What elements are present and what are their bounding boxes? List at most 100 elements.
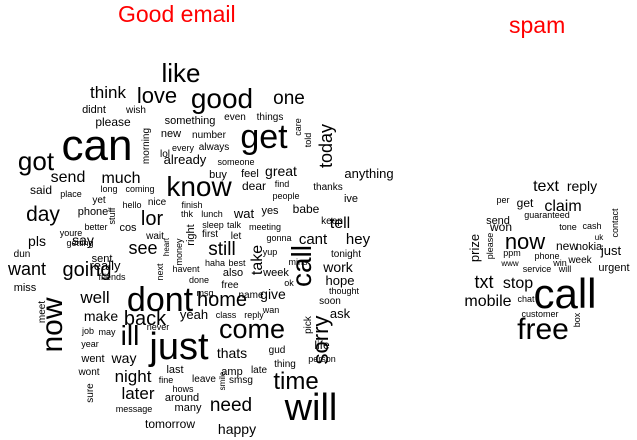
word-know: know xyxy=(166,171,232,202)
word-every: every xyxy=(172,143,195,153)
word-hello: hello xyxy=(122,200,141,210)
good-email-title: Good email xyxy=(118,1,236,27)
word-first: first xyxy=(202,229,218,240)
word-sleep: sleep xyxy=(202,220,224,230)
word-pick: pick xyxy=(303,315,314,334)
word-later: later xyxy=(121,384,154,403)
word-really: really xyxy=(89,258,121,273)
spam-word-free: free xyxy=(517,313,569,346)
spam-word-prize: prize xyxy=(467,234,482,262)
word-yes: yes xyxy=(261,205,279,217)
word-work: work xyxy=(322,259,354,275)
word-make: make xyxy=(84,308,118,324)
word-see: see xyxy=(128,238,157,258)
word-babe: babe xyxy=(293,202,320,216)
word-place: place xyxy=(60,189,82,199)
spam-word-mobile: mobile xyxy=(464,293,511,310)
spam-word-win: win xyxy=(552,258,567,268)
word-back: back xyxy=(124,308,167,330)
word-many: many xyxy=(175,402,202,414)
word-get: get xyxy=(240,118,288,156)
word-lol: lol xyxy=(160,149,170,160)
word-wont: wont xyxy=(77,367,99,378)
word-name: name xyxy=(238,290,263,301)
word-week: week xyxy=(262,267,289,279)
word-sent: sent xyxy=(92,253,113,265)
word-already: already xyxy=(164,152,207,167)
word-last: last xyxy=(166,364,183,376)
word-send: send xyxy=(51,169,86,186)
word-around: around xyxy=(165,392,199,404)
word-nice: nice xyxy=(148,197,167,208)
word-people: people xyxy=(272,191,299,201)
word-got: got xyxy=(18,146,55,176)
word-talk: talk xyxy=(227,220,242,230)
word-even: even xyxy=(224,112,246,123)
word-thing: thing xyxy=(274,359,296,370)
word-want: want xyxy=(7,259,46,279)
word-better: better xyxy=(84,222,107,232)
spam-word-uk: uk xyxy=(595,233,604,242)
word-much: much xyxy=(101,170,140,187)
word-reply: reply xyxy=(244,310,264,320)
word-may: may xyxy=(98,327,116,337)
spam-word-will: will xyxy=(558,264,572,274)
word-best: best xyxy=(228,258,246,268)
spam-word-www: www xyxy=(500,259,519,268)
word-getting: getting xyxy=(66,238,93,248)
word-think: think xyxy=(90,83,126,102)
word-also: also xyxy=(223,267,243,279)
word-said: said xyxy=(30,183,52,197)
word-miss: miss xyxy=(14,282,37,294)
word-love: love xyxy=(137,83,177,108)
word-soon: soon xyxy=(319,296,341,307)
word-let: let xyxy=(231,231,242,242)
word-life: life xyxy=(314,338,330,352)
good-email-word-cloud: get can will just dont know call now goo… xyxy=(7,58,394,437)
word-thk: thk xyxy=(181,209,194,219)
word-find: find xyxy=(275,179,290,189)
spam-word-call: call xyxy=(533,270,596,317)
spam-word-ppm: ppm xyxy=(503,248,521,258)
spam-word-customer: customer xyxy=(521,309,558,319)
spam-word-stop: stop xyxy=(503,275,533,292)
word-take: take xyxy=(249,245,266,275)
word-say: say xyxy=(72,232,94,248)
spam-word-reply: reply xyxy=(567,178,597,194)
spam-word-new: new xyxy=(556,239,578,253)
word-buy: buy xyxy=(209,169,227,181)
word-sure: sure xyxy=(85,383,96,403)
word-amp: amp xyxy=(221,366,242,378)
word-free: free xyxy=(221,280,239,291)
word-wan: wan xyxy=(262,305,280,315)
word-leave: leave xyxy=(192,374,216,385)
spam-word-phone: phone xyxy=(534,251,559,261)
word-dont: dont xyxy=(127,281,194,319)
word-wait: wait xyxy=(145,231,164,242)
spam-word-won: won xyxy=(489,220,512,234)
word-stuff: stuff xyxy=(107,207,117,224)
word-ask: ask xyxy=(330,306,351,321)
spam-word-please: please xyxy=(485,233,495,260)
word-pls: pls xyxy=(28,233,46,249)
word-wish: wish xyxy=(125,105,146,116)
spam-word-claim: claim xyxy=(544,198,581,215)
word-gonna: gonna xyxy=(266,233,291,243)
word-thought: thought xyxy=(329,286,360,296)
word-job: job xyxy=(81,326,94,336)
word-long: long xyxy=(100,184,117,194)
word-tomorrow: tomorrow xyxy=(145,417,195,431)
word-something: something xyxy=(165,115,216,127)
word-meet: meet xyxy=(37,301,48,323)
word-thanks: thanks xyxy=(313,182,342,193)
word-yup: yup xyxy=(263,247,278,257)
word-never: never xyxy=(147,322,170,332)
word-heart: heart xyxy=(162,237,171,256)
spam-word-cloud: call free now txt mobile claim text repl… xyxy=(464,178,629,346)
word-msg: msg xyxy=(196,288,213,298)
word-lunch: lunch xyxy=(201,209,223,219)
word-come: come xyxy=(219,314,285,344)
word-need: need xyxy=(210,395,252,416)
word-things: things xyxy=(257,112,284,123)
spam-word-cash: cash xyxy=(582,221,601,231)
